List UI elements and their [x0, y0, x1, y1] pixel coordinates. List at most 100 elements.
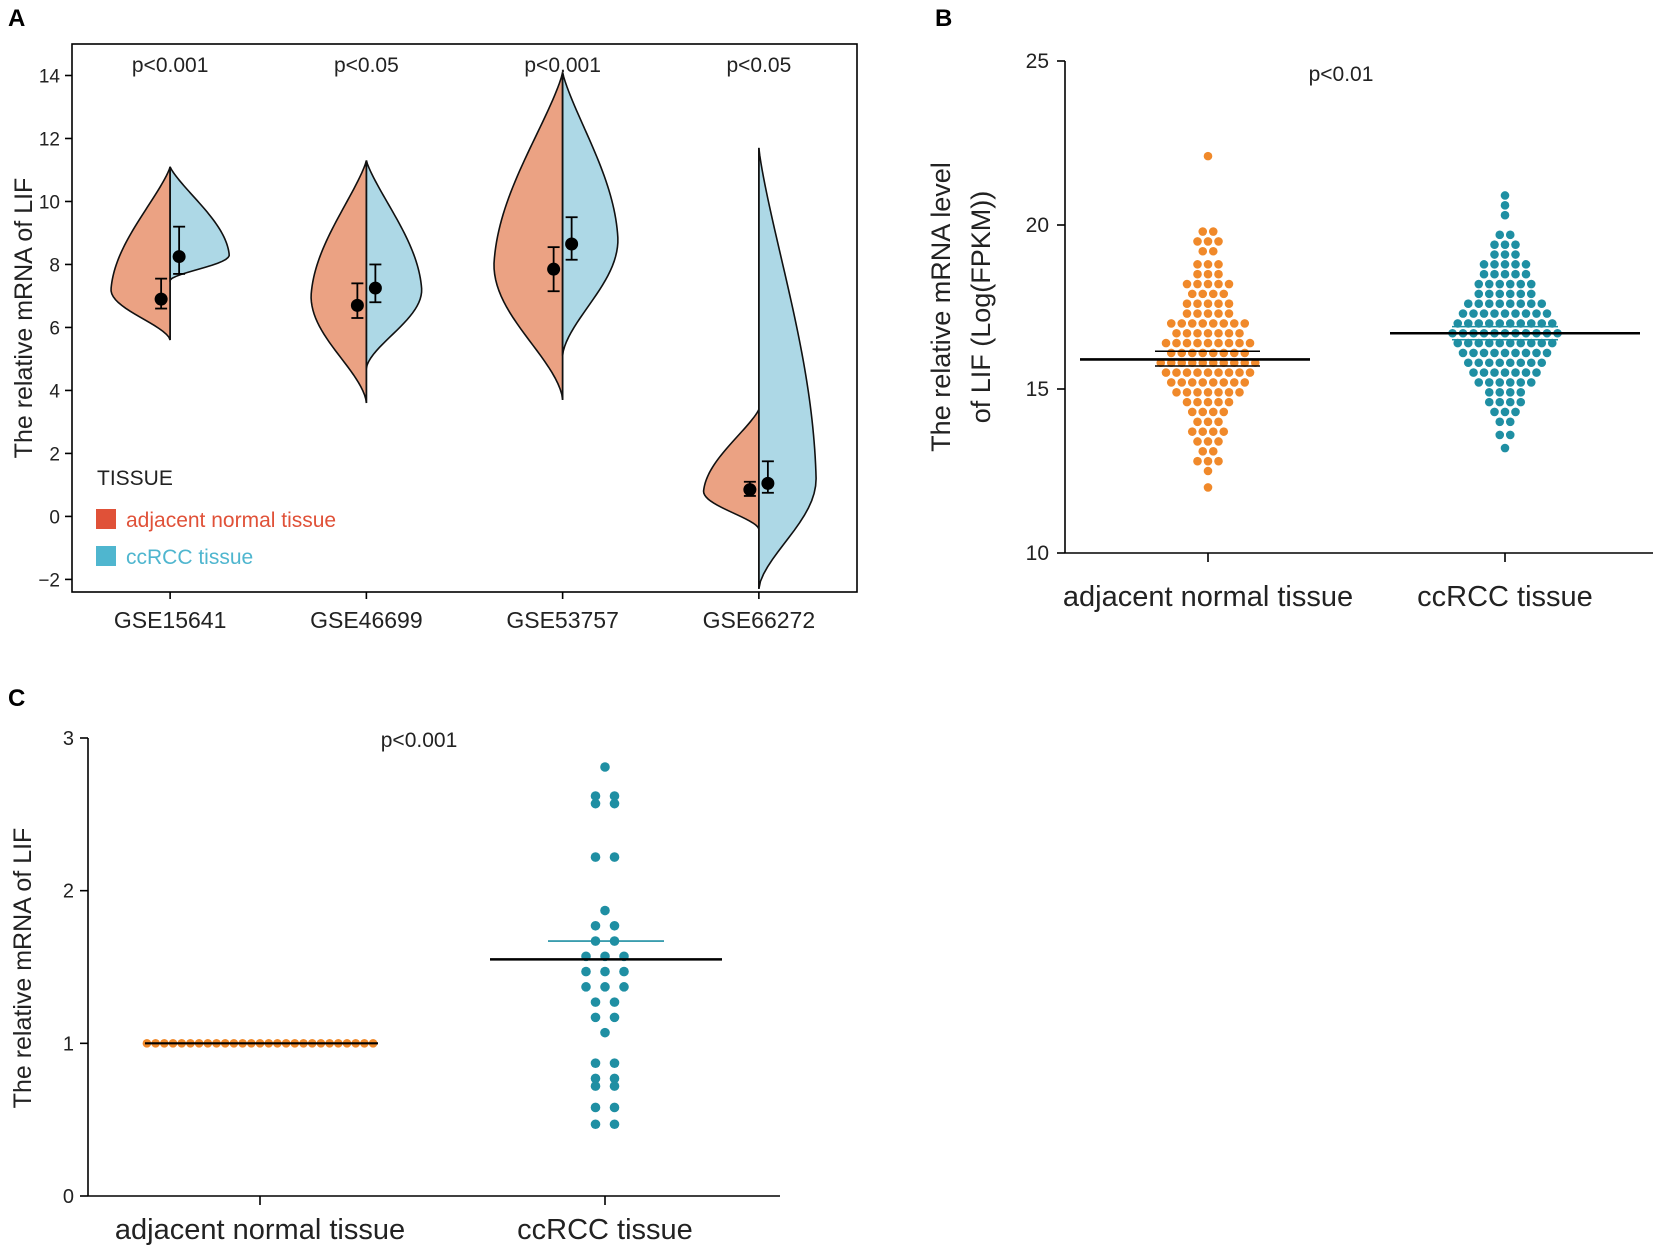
data-point	[1516, 319, 1526, 328]
data-point	[1495, 378, 1505, 387]
data-point	[1537, 358, 1547, 368]
violin-half-normal	[310, 160, 368, 404]
panel-a-violin-chart: −2 0 2 4 6 8 10 12 14 GSE15641 p<0.001 GSE46699 p<0.…	[10, 43, 858, 633]
data-point	[1532, 348, 1541, 358]
panel-a-y-axis-label: The relative mRNA of LIF	[10, 178, 38, 459]
data-point	[1214, 368, 1223, 377]
data-point	[609, 1012, 620, 1023]
violin-half-tumor	[169, 166, 230, 283]
data-point	[590, 1081, 601, 1091]
legend-title: TISSUE	[97, 467, 173, 490]
data-point	[1516, 378, 1526, 387]
data-point	[1500, 210, 1510, 220]
data-point	[1193, 456, 1202, 466]
data-point	[1505, 299, 1515, 309]
data-point	[1172, 328, 1181, 338]
data-point	[1474, 378, 1484, 387]
data-point	[1458, 348, 1468, 358]
data-point	[1495, 230, 1505, 240]
data-point	[1208, 319, 1218, 328]
data-point	[1214, 456, 1223, 466]
data-point	[1469, 348, 1478, 358]
data-point	[1224, 299, 1234, 309]
data-point	[1240, 378, 1250, 387]
data-point	[1484, 279, 1494, 289]
data-point	[1484, 397, 1494, 407]
data-point	[1182, 397, 1192, 407]
data-point	[1203, 397, 1213, 407]
data-point	[1526, 358, 1536, 368]
data-point	[1208, 348, 1218, 358]
panel-a-pvalue: p<0.05	[726, 54, 791, 77]
panel-a-y-tick-label: 2	[49, 444, 60, 465]
data-point	[1214, 417, 1223, 427]
panel-a-x-tick-label: GSE15641	[114, 607, 227, 633]
data-point	[1224, 368, 1234, 377]
data-point	[1463, 358, 1473, 368]
data-point	[1177, 378, 1187, 387]
data-point	[1219, 378, 1229, 387]
data-point	[1474, 338, 1484, 348]
data-point	[1203, 237, 1213, 246]
data-point	[1500, 269, 1510, 279]
data-point	[1537, 319, 1547, 328]
data-point	[1484, 387, 1494, 397]
data-point	[590, 997, 601, 1007]
data-point	[1229, 378, 1239, 387]
panel-b-y-axis-label-line1: The relative mRNA level	[926, 162, 956, 452]
data-point	[1208, 378, 1218, 387]
data-point	[1235, 338, 1244, 348]
data-point	[590, 1119, 601, 1130]
data-point	[1182, 299, 1192, 309]
data-point	[590, 1102, 601, 1113]
data-point	[1526, 289, 1536, 299]
data-point	[1495, 430, 1505, 440]
data-point	[1203, 328, 1213, 338]
data-point	[1495, 397, 1505, 407]
panel-label-b: B	[935, 5, 952, 32]
panel-a-y-tick-label: 0	[49, 507, 60, 528]
legend-label-normal: adjacent normal tissue	[126, 509, 336, 532]
data-point	[1495, 387, 1505, 397]
panel-c-y-axis-label: The relative mRNA of LIF	[9, 828, 37, 1109]
data-point	[1500, 309, 1510, 318]
error-bar-tumor	[761, 460, 775, 494]
data-point	[1458, 309, 1468, 318]
data-point	[1214, 299, 1223, 309]
data-point	[1214, 397, 1223, 407]
data-point	[600, 905, 610, 916]
mean-point	[761, 476, 775, 490]
data-point	[1214, 338, 1223, 348]
data-point	[1479, 269, 1489, 279]
data-point	[1203, 483, 1213, 492]
data-point	[1214, 237, 1223, 246]
data-point	[1198, 246, 1208, 256]
data-point	[1198, 227, 1208, 236]
data-point	[1182, 279, 1192, 289]
data-point	[1516, 358, 1526, 368]
data-point	[1542, 348, 1552, 358]
data-point	[1516, 299, 1526, 309]
data-point	[600, 1027, 610, 1038]
data-point	[609, 1102, 620, 1113]
data-point	[1547, 338, 1557, 348]
data-point	[1474, 289, 1484, 299]
data-point	[609, 920, 620, 931]
data-point	[1511, 407, 1520, 417]
data-point	[1484, 338, 1494, 348]
data-point	[1490, 348, 1499, 358]
data-point	[600, 982, 610, 992]
data-point	[1203, 279, 1213, 289]
data-point	[1187, 427, 1197, 436]
data-point	[1187, 319, 1197, 328]
data-point	[1193, 309, 1202, 318]
data-point	[609, 1073, 620, 1084]
data-point	[1208, 246, 1218, 256]
panel-a-y-tick-label: 8	[49, 255, 60, 276]
data-point	[1542, 309, 1552, 318]
data-point	[1474, 279, 1484, 289]
data-point	[1193, 417, 1202, 427]
data-point	[1484, 358, 1494, 368]
data-point	[1203, 260, 1213, 269]
data-point	[1193, 397, 1202, 407]
